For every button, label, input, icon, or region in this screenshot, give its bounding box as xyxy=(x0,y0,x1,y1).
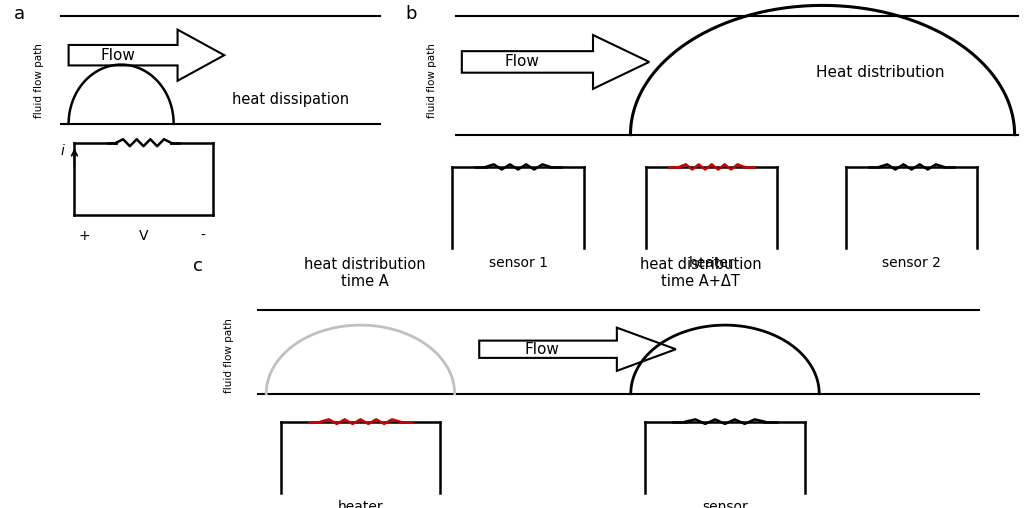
Polygon shape xyxy=(462,35,649,89)
Text: V: V xyxy=(139,229,148,243)
Text: heater: heater xyxy=(338,500,383,508)
Text: Flow: Flow xyxy=(505,54,540,70)
Text: +: + xyxy=(79,229,90,243)
Polygon shape xyxy=(479,328,676,371)
Text: b: b xyxy=(406,6,417,23)
Text: heat dissipation: heat dissipation xyxy=(231,92,349,107)
Text: heat distribution
time A+ΔT: heat distribution time A+ΔT xyxy=(640,257,761,289)
Polygon shape xyxy=(69,29,224,81)
Text: c: c xyxy=(193,257,203,274)
Text: fluid flow path: fluid flow path xyxy=(427,43,437,118)
Text: -: - xyxy=(201,229,205,243)
Text: heater: heater xyxy=(689,256,734,270)
Text: Flow: Flow xyxy=(524,342,559,357)
Text: fluid flow path: fluid flow path xyxy=(35,43,44,118)
Text: heat distribution
time A: heat distribution time A xyxy=(304,257,425,289)
Text: a: a xyxy=(14,6,26,23)
Text: Heat distribution: Heat distribution xyxy=(816,65,944,80)
Text: fluid flow path: fluid flow path xyxy=(224,318,234,393)
Text: sensor: sensor xyxy=(702,500,748,508)
Text: sensor 2: sensor 2 xyxy=(882,256,941,270)
Text: sensor 1: sensor 1 xyxy=(488,256,548,270)
Text: Flow: Flow xyxy=(101,48,136,62)
Text: i: i xyxy=(60,144,65,158)
